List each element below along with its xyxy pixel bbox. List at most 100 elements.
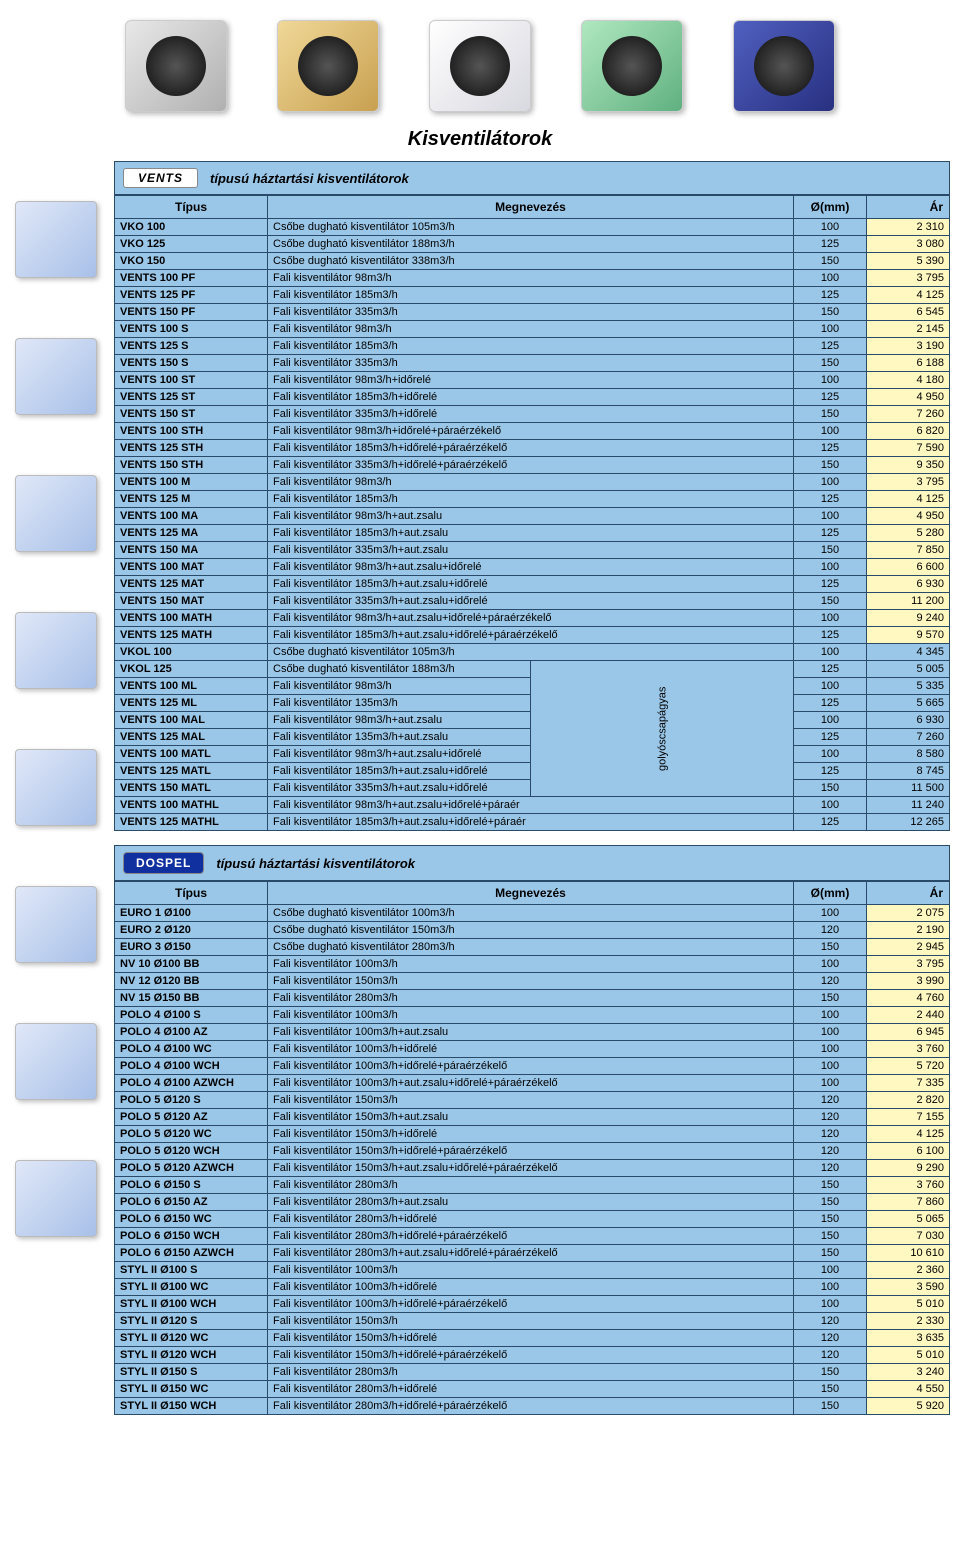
cell: 100	[794, 474, 867, 491]
table-row: VENTS 100 PFFali kisventilátor 98m3/h100…	[115, 270, 950, 287]
cell: NV 12 Ø120 BB	[115, 973, 268, 990]
table-row: VENTS 125 PFFali kisventilátor 185m3/h12…	[115, 287, 950, 304]
cell: VENTS 100 S	[115, 321, 268, 338]
cell: Fali kisventilátor 280m3/h	[268, 990, 794, 1007]
table-row: POLO 5 Ø120 AZWCHFali kisventilátor 150m…	[115, 1160, 950, 1177]
cell: VENTS 125 MAL	[115, 729, 268, 746]
table-row: EURO 1 Ø100Csőbe dugható kisventilátor 1…	[115, 905, 950, 922]
table-row: VENTS 125 MAFali kisventilátor 185m3/h+a…	[115, 525, 950, 542]
cell: 12 265	[867, 814, 950, 831]
cell: 5 280	[867, 525, 950, 542]
cell: 100	[794, 1058, 867, 1075]
cell: 150	[794, 1245, 867, 1262]
th-dia: Ø(mm)	[794, 196, 867, 219]
cell: Fali kisventilátor 98m3/h+aut.zsalu+időr…	[268, 797, 794, 814]
cell: POLO 5 Ø120 WC	[115, 1126, 268, 1143]
cell: 100	[794, 1296, 867, 1313]
table-row: POLO 6 Ø150 SFali kisventilátor 280m3/h1…	[115, 1177, 950, 1194]
cell: 2 145	[867, 321, 950, 338]
cell: Fali kisventilátor 185m3/h	[268, 491, 794, 508]
cell: 150	[794, 355, 867, 372]
cell: STYL II Ø100 WC	[115, 1279, 268, 1296]
cell: Csőbe dugható kisventilátor 280m3/h	[268, 939, 794, 956]
cell: 120	[794, 1143, 867, 1160]
cell: 100	[794, 956, 867, 973]
cell: 8 745	[867, 763, 950, 780]
cell: POLO 4 Ø100 S	[115, 1007, 268, 1024]
cell: 125	[794, 814, 867, 831]
cell: Csőbe dugható kisventilátor 100m3/h	[268, 905, 794, 922]
cell: Fali kisventilátor 135m3/h+aut.zsalu	[268, 729, 531, 746]
cell: POLO 4 Ø100 AZWCH	[115, 1075, 268, 1092]
side-thumb	[15, 612, 97, 689]
cell: 125	[794, 338, 867, 355]
cell: Fali kisventilátor 100m3/h+időrelé+páraé…	[268, 1296, 794, 1313]
table-row: POLO 5 Ø120 AZFali kisventilátor 150m3/h…	[115, 1109, 950, 1126]
cell: Fali kisventilátor 185m3/h+aut.zsalu+idő…	[268, 814, 794, 831]
cell: 7 155	[867, 1109, 950, 1126]
cell: Fali kisventilátor 280m3/h+időrelé+páraé…	[268, 1228, 794, 1245]
table-row: VENTS 125 MATHFali kisventilátor 185m3/h…	[115, 627, 950, 644]
cell: 10 610	[867, 1245, 950, 1262]
cell: Fali kisventilátor 280m3/h+időrelé	[268, 1211, 794, 1228]
cell: Fali kisventilátor 98m3/h	[268, 270, 794, 287]
cell: Fali kisventilátor 98m3/h+aut.zsalu	[268, 508, 794, 525]
cell: 6 930	[867, 712, 950, 729]
table-row: VENTS 150 MAFali kisventilátor 335m3/h+a…	[115, 542, 950, 559]
cell: 11 240	[867, 797, 950, 814]
cell: POLO 6 Ø150 AZWCH	[115, 1245, 268, 1262]
cell: 120	[794, 1092, 867, 1109]
cell: 150	[794, 939, 867, 956]
table-row: VKO 125Csőbe dugható kisventilátor 188m3…	[115, 236, 950, 253]
cell: 7 860	[867, 1194, 950, 1211]
cell: 2 945	[867, 939, 950, 956]
cell: 100	[794, 644, 867, 661]
table-row: POLO 6 Ø150 AZFali kisventilátor 280m3/h…	[115, 1194, 950, 1211]
cell: 120	[794, 1330, 867, 1347]
cell: 4 180	[867, 372, 950, 389]
table-row: STYL II Ø120 SFali kisventilátor 150m3/h…	[115, 1313, 950, 1330]
cell: 4 950	[867, 389, 950, 406]
cell: 3 760	[867, 1177, 950, 1194]
cell: 150	[794, 780, 867, 797]
table-row: VENTS 100 SFali kisventilátor 98m3/h1002…	[115, 321, 950, 338]
cell: 150	[794, 1211, 867, 1228]
side-thumb	[15, 475, 97, 552]
cell: VENTS 150 STH	[115, 457, 268, 474]
cell: 100	[794, 508, 867, 525]
cell: Fali kisventilátor 98m3/h+időrelé	[268, 372, 794, 389]
cell: Fali kisventilátor 98m3/h+időrelé+páraér…	[268, 423, 794, 440]
cell: VENTS 150 MATL	[115, 780, 268, 797]
table-row: VENTS 150 STHFali kisventilátor 335m3/h+…	[115, 457, 950, 474]
cell: Fali kisventilátor 335m3/h+időrelé+páraé…	[268, 457, 794, 474]
cell: 11 200	[867, 593, 950, 610]
table-row: VENTS 100 STHFali kisventilátor 98m3/h+i…	[115, 423, 950, 440]
cell: 4 125	[867, 491, 950, 508]
table-row: VENTS 150 STFali kisventilátor 335m3/h+i…	[115, 406, 950, 423]
cell: 5 010	[867, 1296, 950, 1313]
cell: 125	[794, 389, 867, 406]
cell: POLO 6 Ø150 WC	[115, 1211, 268, 1228]
cell: Csőbe dugható kisventilátor 150m3/h	[268, 922, 794, 939]
cell: STYL II Ø120 S	[115, 1313, 268, 1330]
cell: VENTS 150 MA	[115, 542, 268, 559]
side-thumb	[15, 201, 97, 278]
cell: Csőbe dugható kisventilátor 105m3/h	[268, 219, 794, 236]
cell: 5 005	[867, 661, 950, 678]
table-row: STYL II Ø120 WCHFali kisventilátor 150m3…	[115, 1347, 950, 1364]
cell: VENTS 125 MATHL	[115, 814, 268, 831]
cell: 5 010	[867, 1347, 950, 1364]
cell: Fali kisventilátor 280m3/h+aut.zsalu	[268, 1194, 794, 1211]
table-row: STYL II Ø150 WCFali kisventilátor 280m3/…	[115, 1381, 950, 1398]
table-row: VKOL 125Csőbe dugható kisventilátor 188m…	[115, 661, 950, 678]
cell: VENTS 125 ML	[115, 695, 268, 712]
table-row: VENTS 125 STHFali kisventilátor 185m3/h+…	[115, 440, 950, 457]
cell: 125	[794, 236, 867, 253]
cell: 100	[794, 270, 867, 287]
cell: Fali kisventilátor 185m3/h+aut.zsalu+idő…	[268, 576, 794, 593]
cell: Fali kisventilátor 280m3/h	[268, 1177, 794, 1194]
table-row: POLO 5 Ø120 SFali kisventilátor 150m3/h1…	[115, 1092, 950, 1109]
table-row: VENTS 100 STFali kisventilátor 98m3/h+id…	[115, 372, 950, 389]
cell: VENTS 125 MAT	[115, 576, 268, 593]
cell: 150	[794, 253, 867, 270]
